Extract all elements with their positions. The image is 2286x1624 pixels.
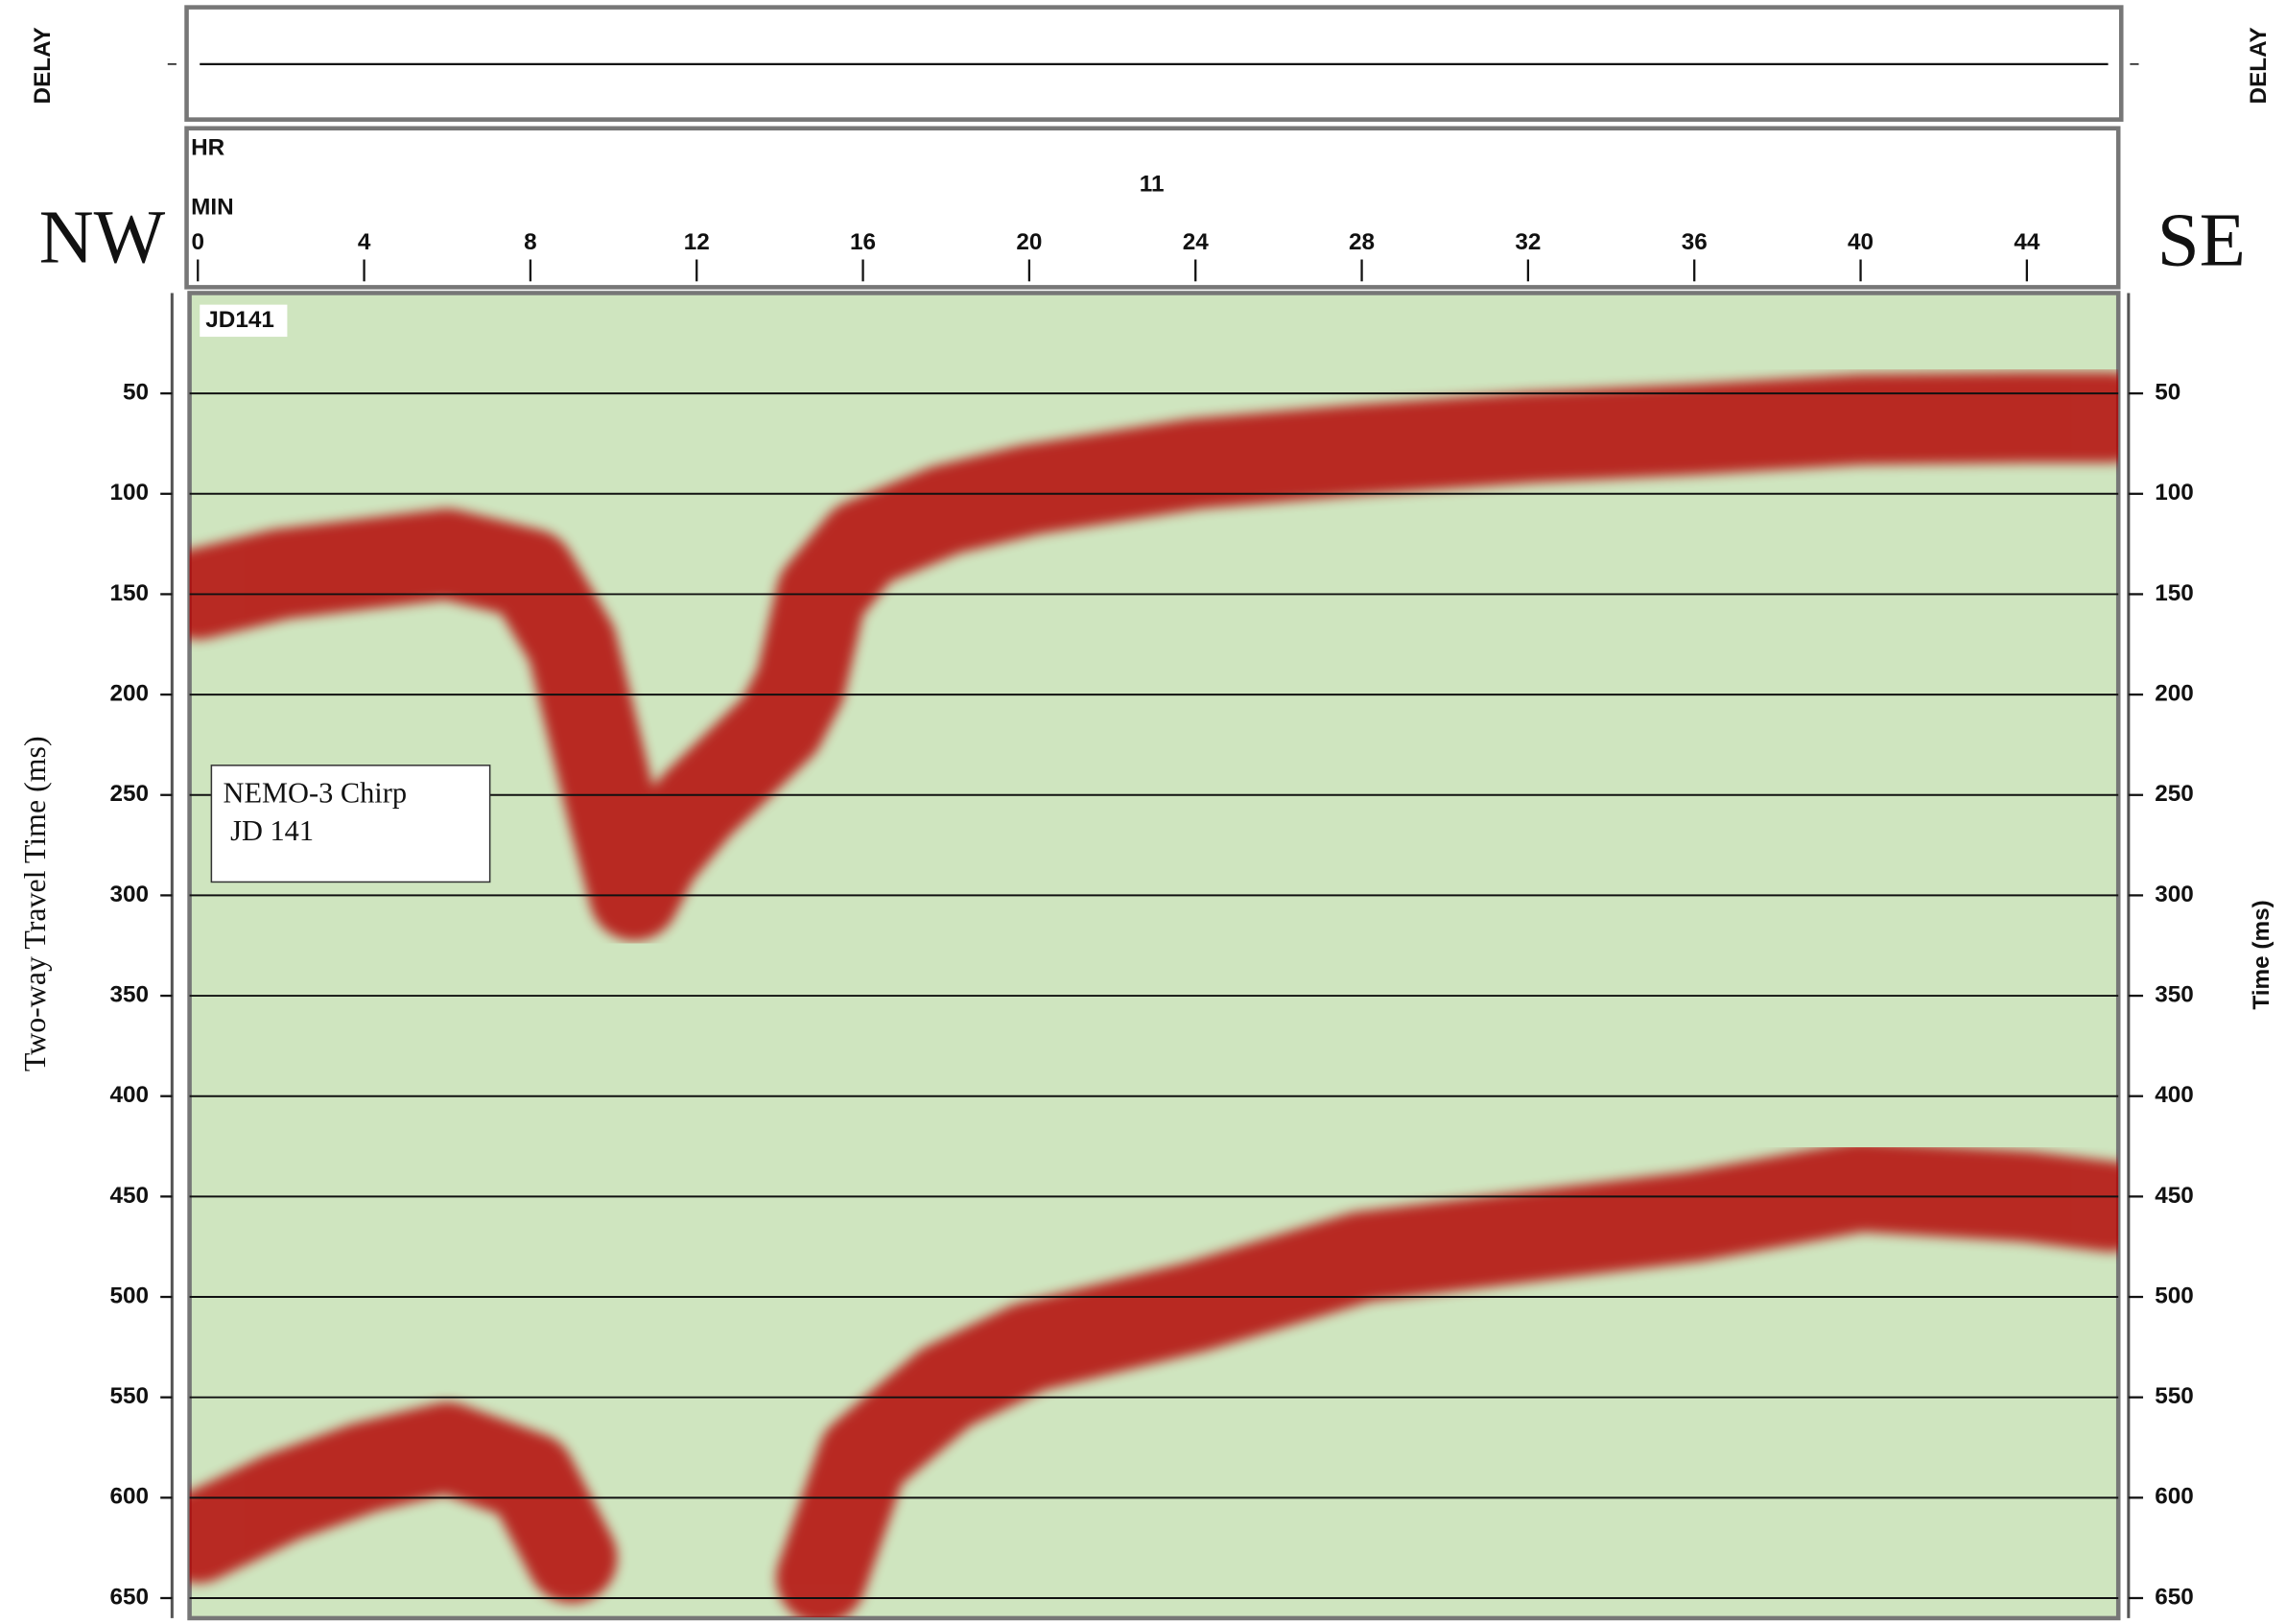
x-tick-label: 24: [1183, 229, 1210, 255]
y-tick-label: 200: [109, 681, 149, 707]
y2-tick-label: 450: [2155, 1183, 2194, 1209]
x-tick-label: 28: [1349, 229, 1375, 255]
y-tick-label: 100: [109, 480, 149, 506]
reflector: [189, 1141, 2119, 1618]
annotation-box: [210, 765, 491, 883]
x-tick-label: 32: [1515, 229, 1541, 255]
minute-label: MIN: [191, 195, 234, 221]
y-tick-label: 550: [109, 1383, 149, 1409]
annotation: NEMO-3 Chirp: [224, 777, 408, 810]
y-tick-label: 250: [109, 781, 149, 807]
x-tick-label: 20: [1016, 229, 1042, 255]
annotation: JD 141: [230, 814, 314, 847]
x-tick-label: 44: [2014, 229, 2040, 255]
x-tick-label: 16: [850, 229, 876, 255]
y2-tick-label: 650: [2155, 1584, 2194, 1610]
y2-tick-label: 400: [2155, 1082, 2194, 1108]
y2-tick-label: 200: [2155, 681, 2194, 707]
x-tick-label: 8: [524, 229, 537, 255]
y2-tick-label: 350: [2155, 981, 2194, 1007]
reflectors: [189, 372, 2119, 1618]
direction-label: SE: [2157, 199, 2246, 282]
y2-tick-label: 100: [2155, 480, 2194, 506]
x-tick-label: 4: [358, 229, 371, 255]
delay-label: DELAY: [30, 27, 56, 104]
y2-tick-label: 550: [2155, 1383, 2194, 1409]
y2-axis-title: Time (ms): [2249, 900, 2274, 1009]
y-tick-label: 500: [109, 1283, 149, 1308]
y2-tick-label: 300: [2155, 882, 2194, 907]
y-tick-label: 50: [123, 380, 149, 406]
x-tick-label: 36: [1682, 229, 1708, 255]
x-tick-label: 12: [684, 229, 710, 255]
y-axis-title: Two-way Travel Time (ms): [18, 736, 52, 1071]
time-header: [184, 126, 2121, 290]
y2-tick-label: 250: [2155, 781, 2194, 807]
panel-label: JD141: [205, 307, 274, 333]
y2-tick-label: 500: [2155, 1283, 2194, 1308]
y2-tick-label: 150: [2155, 580, 2194, 606]
y2-tick-label: 50: [2155, 380, 2180, 406]
y-tick-label: 300: [109, 882, 149, 907]
y-tick-label: 400: [109, 1082, 149, 1108]
y-tick-label: 450: [109, 1183, 149, 1209]
y-tick-label: 350: [109, 981, 149, 1007]
y-tick-label: 650: [109, 1584, 149, 1610]
y2-tick-label: 600: [2155, 1484, 2194, 1510]
delay-label: DELAY: [2246, 27, 2272, 104]
y-tick-label: 600: [109, 1484, 149, 1510]
x-tick-label: 40: [1848, 229, 1874, 255]
hour-label: HR: [191, 134, 225, 160]
x-tick-label: 0: [191, 229, 204, 255]
y-tick-label: 150: [109, 580, 149, 606]
reflector: [189, 372, 2119, 941]
hour-value: 11: [1140, 171, 1165, 197]
grid: [189, 392, 2119, 1599]
panel-label-bg: [200, 304, 288, 338]
direction-label: NW: [39, 196, 166, 279]
